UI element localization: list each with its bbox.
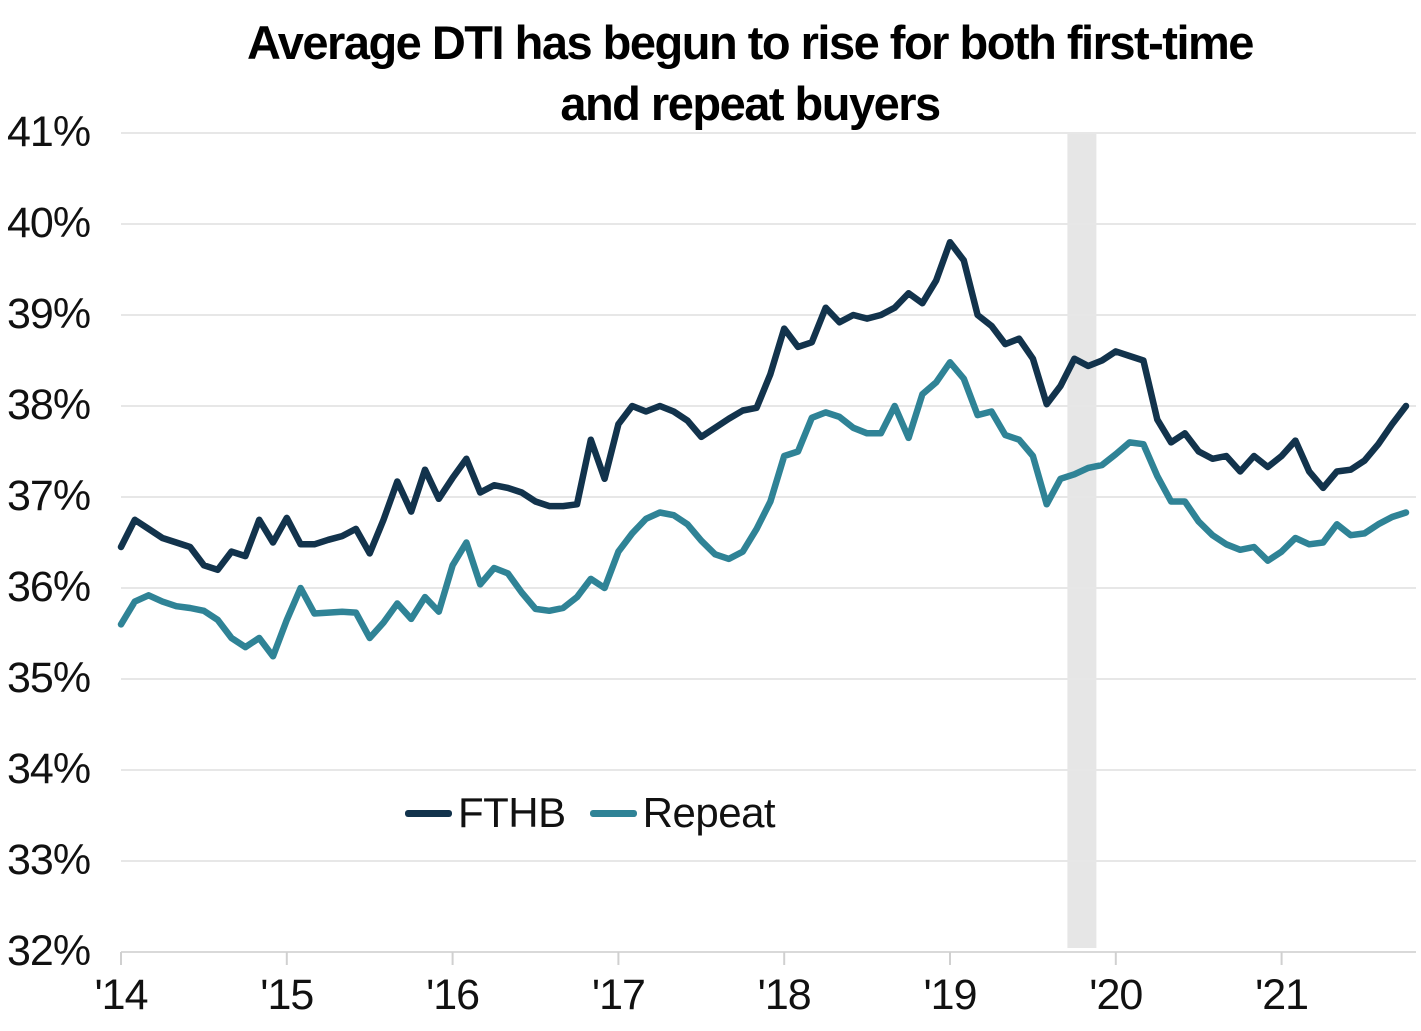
- y-axis-label-35: 35%: [7, 654, 91, 702]
- y-axis-label-37: 37%: [7, 472, 91, 520]
- highlight-band: [1067, 133, 1097, 948]
- x-axis-label-16: '16: [426, 971, 480, 1019]
- y-axis-label-33: 33%: [7, 836, 91, 884]
- chart-title-line2: and repeat buyers: [560, 77, 941, 130]
- chart-title: Average DTI has begun to rise for both f…: [80, 12, 1420, 134]
- legend: FTHB Repeat: [405, 789, 776, 837]
- legend-label-repeat: Repeat: [642, 789, 776, 836]
- line-series-fthb: [117, 238, 1410, 574]
- x-axis-label-20: '20: [1089, 971, 1143, 1019]
- legend-label-fthb: FTHB: [458, 789, 566, 836]
- legend-line-swatch-repeat: [589, 809, 637, 817]
- y-axis-label-41: 41%: [7, 108, 91, 156]
- y-axis-label-40: 40%: [7, 199, 91, 247]
- chart-title-line1: Average DTI has begun to rise for both f…: [247, 16, 1254, 69]
- x-axis-label-21: '21: [1255, 971, 1309, 1019]
- y-axis-label-32: 32%: [7, 927, 91, 975]
- line-series-repeat: [117, 359, 1410, 660]
- legend-item-repeat: Repeat: [589, 789, 776, 837]
- x-axis-label-15: '15: [260, 971, 314, 1019]
- x-axis-label-14: '14: [94, 971, 148, 1019]
- legend-line-swatch-fthb: [405, 809, 452, 817]
- legend-item-fthb: FTHB: [405, 789, 566, 837]
- y-axis-label-39: 39%: [7, 290, 91, 338]
- y-axis-label-34: 34%: [7, 745, 91, 793]
- x-axis-label-18: '18: [757, 971, 812, 1019]
- y-axis-label-38: 38%: [7, 381, 91, 429]
- y-axis-label-36: 36%: [7, 563, 91, 611]
- x-axis-label-17: '17: [591, 971, 646, 1019]
- x-axis-label-19: '19: [923, 971, 977, 1019]
